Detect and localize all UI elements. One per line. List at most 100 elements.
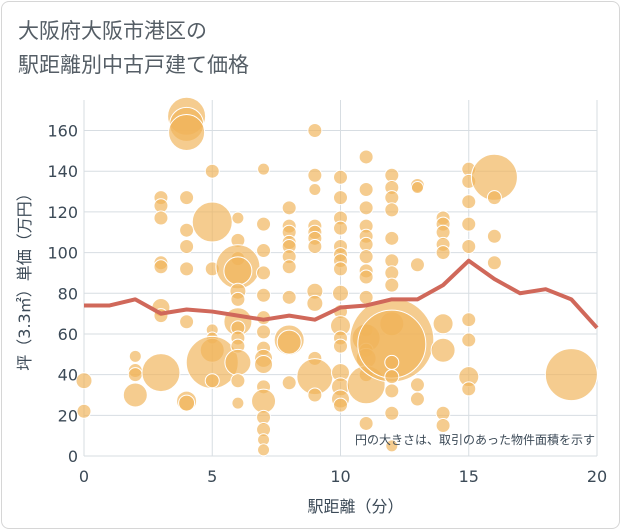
bubble-point xyxy=(256,265,272,281)
bubble-point xyxy=(281,200,297,216)
bubble-point xyxy=(358,182,374,198)
chart-title: 大阪府大阪市港区の 駅距離別中古戸建て価格 xyxy=(18,14,249,82)
bubble-point xyxy=(461,332,477,348)
bubble-point xyxy=(276,329,302,355)
bubble-point xyxy=(486,190,502,206)
bubble-point xyxy=(435,245,451,261)
bubble-point xyxy=(153,259,169,275)
bubble-size-note: 円の大きさは、取引のあった物件面積を示す xyxy=(355,432,595,447)
bubble-point xyxy=(461,381,477,397)
bubble-series xyxy=(75,96,598,457)
y-tick-label: 100 xyxy=(47,244,78,263)
x-tick-label: 0 xyxy=(79,467,89,486)
y-tick-label: 20 xyxy=(58,406,78,425)
bubble-point xyxy=(204,373,220,389)
bubble-point xyxy=(384,405,400,421)
bubble-point xyxy=(461,194,477,210)
bubble-point xyxy=(179,190,195,206)
bubble-point xyxy=(75,372,93,390)
bubble-point xyxy=(122,382,148,408)
y-tick-label: 40 xyxy=(58,366,78,385)
bubble-point xyxy=(333,261,348,277)
bubble-point xyxy=(384,369,400,385)
bubble-point xyxy=(461,216,477,232)
bubble-point xyxy=(430,337,456,363)
bubble-point xyxy=(307,167,323,183)
bubble-point xyxy=(461,312,477,328)
bubble-point xyxy=(384,202,400,218)
bubble-point xyxy=(308,183,322,197)
bubble-point xyxy=(153,210,169,226)
bubble-point xyxy=(410,180,424,194)
bubble-point xyxy=(230,373,246,389)
bubble-point xyxy=(256,324,272,340)
bubble-point xyxy=(385,439,399,453)
bubble-point xyxy=(281,375,297,391)
x-axis-ticks: 0 5 10 15 20 xyxy=(79,467,607,486)
bubble-point xyxy=(333,338,348,354)
bubble-point xyxy=(141,353,181,393)
bubble-point xyxy=(333,397,348,413)
bubble-point xyxy=(307,123,323,139)
bubble-point xyxy=(204,163,220,179)
y-tick-label: 0 xyxy=(68,447,78,466)
bubble-point xyxy=(128,349,142,363)
bubble-point xyxy=(461,238,477,254)
average-price-line xyxy=(84,258,599,330)
bubble-point xyxy=(223,256,253,286)
bubble-point xyxy=(224,348,252,376)
bubble-point xyxy=(544,348,598,402)
bubble-point xyxy=(432,313,454,335)
bubble-point xyxy=(358,415,374,431)
bubble-point xyxy=(384,383,400,399)
x-axis-label: 駅距離（分） xyxy=(307,497,403,516)
bubble-point xyxy=(256,287,272,303)
bubble-point xyxy=(409,377,425,393)
y-axis-label: 坪（3.3㎡）単価（万円） xyxy=(15,185,34,370)
bubble-point xyxy=(358,249,374,265)
bubble-point xyxy=(127,367,143,383)
bubble-point xyxy=(254,354,274,374)
y-tick-label: 80 xyxy=(58,284,78,303)
bubble-point xyxy=(332,284,349,302)
bubble-point xyxy=(178,394,196,412)
bubble-point xyxy=(179,314,195,330)
bubble-point xyxy=(358,289,374,305)
chart-title-line1: 大阪府大阪市港区の xyxy=(18,19,207,43)
bubble-point xyxy=(256,243,272,259)
bubble-point xyxy=(435,417,451,433)
bubble-point xyxy=(384,354,400,370)
bubble-point xyxy=(179,261,195,277)
bubble-point xyxy=(384,277,400,293)
bubble-point xyxy=(257,162,271,176)
x-tick-label: 15 xyxy=(459,467,479,486)
x-tick-label: 5 xyxy=(207,467,217,486)
bubble-point xyxy=(306,294,324,312)
average-line-path xyxy=(84,258,599,330)
bubble-point xyxy=(409,257,425,273)
bubble-point xyxy=(281,289,297,305)
bubble-point xyxy=(409,391,425,407)
bubble-point xyxy=(231,396,245,410)
chart-title-line2: 駅距離別中古戸建て価格 xyxy=(18,53,249,77)
bubble-point xyxy=(231,211,245,225)
bubble-point xyxy=(230,291,246,307)
bubble-point xyxy=(251,388,277,414)
y-tick-label: 140 xyxy=(47,162,78,181)
bubble-point xyxy=(179,238,195,254)
bubble-point xyxy=(384,230,400,246)
bubble-point xyxy=(168,114,206,152)
bubble-point xyxy=(333,220,348,236)
bubble-point xyxy=(307,387,323,403)
bubble-point xyxy=(179,222,195,238)
bubble-point xyxy=(256,216,272,232)
x-tick-label: 20 xyxy=(587,467,607,486)
x-tick-label: 10 xyxy=(330,467,350,486)
bubble-point xyxy=(257,443,271,457)
bubble-point xyxy=(358,269,374,285)
bubble-point xyxy=(191,201,233,243)
y-axis-ticks: 0 20 40 60 80 100 120 140 160 xyxy=(47,122,78,466)
y-tick-label: 120 xyxy=(47,203,78,222)
